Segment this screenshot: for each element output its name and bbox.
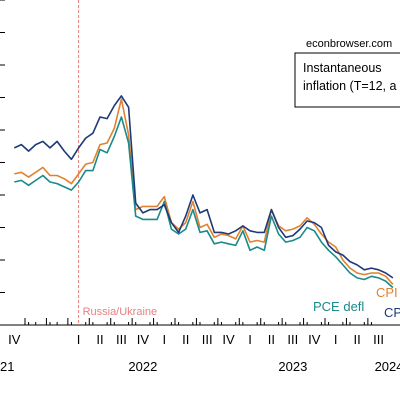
x-tick-label-4: IV <box>137 332 150 347</box>
legend-box <box>294 52 400 108</box>
x-tick-label-7: III <box>202 332 213 347</box>
series-labels: CPI CP PCE defl <box>313 285 400 320</box>
x-tick-label-6: II <box>182 332 189 347</box>
year-label-0: 21 <box>0 359 14 374</box>
x-tick-label-0: IV <box>8 332 21 347</box>
year-label-2: 2023 <box>278 359 307 374</box>
series-layer <box>13 95 394 289</box>
x-tick-label-15: III <box>373 332 384 347</box>
x-tick-label-3: III <box>116 332 127 347</box>
annotation-layer: Russia/Ukraine <box>78 0 158 325</box>
legend-box-line-1: Instantaneous <box>303 61 382 75</box>
series-label-cpi: CPI <box>376 285 398 300</box>
series-line-cpi <box>14 98 394 285</box>
x-tick-label-13: I <box>334 332 338 347</box>
x-tick-label-8: IV <box>222 332 235 347</box>
x-tick-label-12: IV <box>308 332 321 347</box>
x-tick-label-5: I <box>162 332 166 347</box>
x-tick-label-9: I <box>248 332 252 347</box>
year-label-3: 2024 <box>375 359 400 374</box>
year-label-1: 2022 <box>128 359 157 374</box>
source-label: econbrowser.com <box>306 38 392 50</box>
legend-box-line-2: inflation (T=12, a <box>303 79 397 93</box>
series-label-cpi-core: CP <box>384 305 400 320</box>
legend-box-layer: econbrowser.com Instantaneous inflation … <box>294 38 400 108</box>
series-line-pce-defl <box>14 116 394 289</box>
series-label-pce-defl: PCE defl <box>313 299 364 314</box>
x-tick-label-11: III <box>287 332 298 347</box>
x-tick-label-14: II <box>354 332 361 347</box>
annotation-label: Russia/Ukraine <box>83 306 158 318</box>
series-line-cpi-core <box>13 95 394 279</box>
x-tick-label-2: II <box>96 332 103 347</box>
x-tick-label-1: I <box>77 332 81 347</box>
x-tick-label-10: II <box>268 332 275 347</box>
